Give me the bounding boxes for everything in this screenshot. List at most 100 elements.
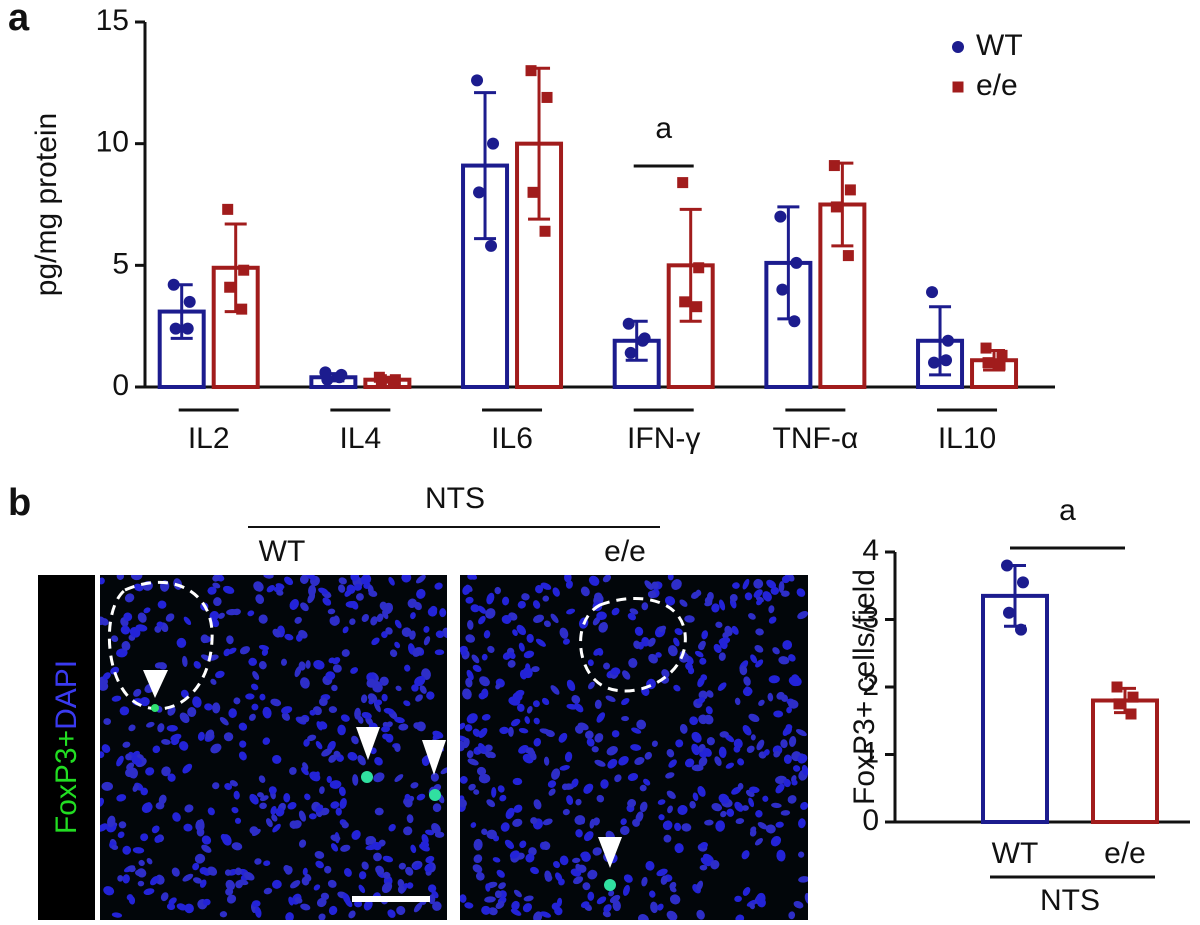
- nucleus: [554, 872, 563, 882]
- data-point: [1017, 576, 1029, 589]
- nucleus: [328, 905, 338, 916]
- nucleus: [340, 714, 350, 722]
- nucleus: [775, 821, 784, 828]
- nucleus: [342, 626, 349, 634]
- nucleus: [351, 735, 359, 745]
- nucleus: [566, 679, 576, 692]
- nucleus: [200, 634, 209, 644]
- data-point: [487, 137, 500, 150]
- data-point: [693, 262, 705, 274]
- nucleus: [473, 789, 480, 795]
- nucleus: [673, 637, 680, 647]
- nucleus: [272, 754, 282, 764]
- nucleus: [327, 608, 336, 615]
- nucleus: [770, 835, 782, 847]
- nucleus: [247, 610, 255, 617]
- nucleus: [131, 757, 143, 766]
- nucleus: [381, 726, 391, 733]
- nucleus: [315, 860, 324, 869]
- nucleus: [792, 765, 801, 772]
- data-point: [624, 346, 637, 359]
- nucleus: [519, 840, 527, 849]
- nucleus: [308, 584, 317, 597]
- nucleus: [804, 892, 808, 904]
- nucleus: [226, 608, 238, 616]
- nucleus: [767, 692, 774, 702]
- nucleus: [394, 716, 405, 724]
- nucleus: [319, 697, 328, 707]
- nucleus: [383, 707, 395, 715]
- nucleus: [533, 911, 543, 920]
- data-point: [774, 210, 787, 223]
- nucleus: [492, 857, 501, 863]
- nucleus: [370, 616, 378, 626]
- nucleus: [460, 650, 468, 656]
- nucleus: [344, 588, 353, 597]
- nucleus: [517, 600, 526, 609]
- nucleus: [788, 699, 799, 709]
- nucleus: [152, 745, 161, 754]
- nucleus: [581, 852, 591, 862]
- nucleus: [566, 608, 576, 615]
- nucleus: [735, 818, 745, 825]
- x-tick-label: IL4: [340, 422, 382, 455]
- nucleus: [508, 652, 516, 659]
- nucleus: [255, 594, 265, 605]
- nucleus: [280, 658, 288, 666]
- nucleus: [338, 786, 346, 797]
- data-point: [980, 342, 992, 354]
- nucleus: [473, 854, 483, 864]
- nucleus: [656, 868, 668, 877]
- nucleus: [416, 793, 426, 801]
- nucleus: [102, 672, 111, 680]
- nucleus: [266, 584, 275, 593]
- group-label: NTS: [425, 482, 485, 515]
- nucleus: [691, 591, 700, 599]
- nucleus: [666, 910, 678, 920]
- data-point: [691, 301, 703, 313]
- nucleus: [753, 578, 764, 589]
- nucleus: [365, 836, 377, 845]
- nucleus: [691, 764, 704, 772]
- nucleus: [130, 575, 143, 581]
- nucleus: [133, 688, 142, 697]
- nucleus: [328, 706, 338, 713]
- nucleus: [160, 892, 169, 902]
- nucleus: [143, 607, 151, 614]
- nucleus: [192, 877, 202, 884]
- nucleus: [265, 818, 273, 828]
- nucleus: [559, 855, 569, 866]
- nucleus: [684, 758, 695, 768]
- nucleus: [497, 785, 505, 793]
- nucleus: [605, 695, 616, 703]
- nucleus: [404, 664, 411, 672]
- nucleus: [217, 612, 225, 619]
- nucleus: [381, 693, 388, 702]
- data-point: [928, 356, 941, 369]
- nucleus: [304, 793, 311, 801]
- nucleus: [540, 911, 552, 918]
- nucleus: [268, 786, 277, 795]
- nucleus: [117, 875, 124, 882]
- nucleus: [472, 864, 483, 873]
- nucleus: [103, 886, 115, 896]
- nucleus: [207, 586, 217, 595]
- nucleus: [122, 845, 132, 855]
- nucleus: [748, 612, 756, 620]
- nucleus: [559, 765, 570, 771]
- nucleus: [698, 714, 709, 725]
- data-point: [942, 334, 955, 347]
- data-point: [830, 201, 842, 213]
- nucleus: [298, 810, 307, 822]
- nucleus: [516, 624, 527, 636]
- nucleus: [548, 788, 556, 796]
- data-point: [333, 371, 346, 384]
- nucleus: [118, 821, 127, 829]
- nucleus: [146, 721, 155, 728]
- nucleus: [119, 706, 130, 716]
- data-point: [1125, 708, 1137, 720]
- data-point: [169, 322, 182, 335]
- y-tick-label: 1: [862, 736, 879, 769]
- nucleus: [620, 825, 630, 836]
- nucleus: [781, 575, 790, 584]
